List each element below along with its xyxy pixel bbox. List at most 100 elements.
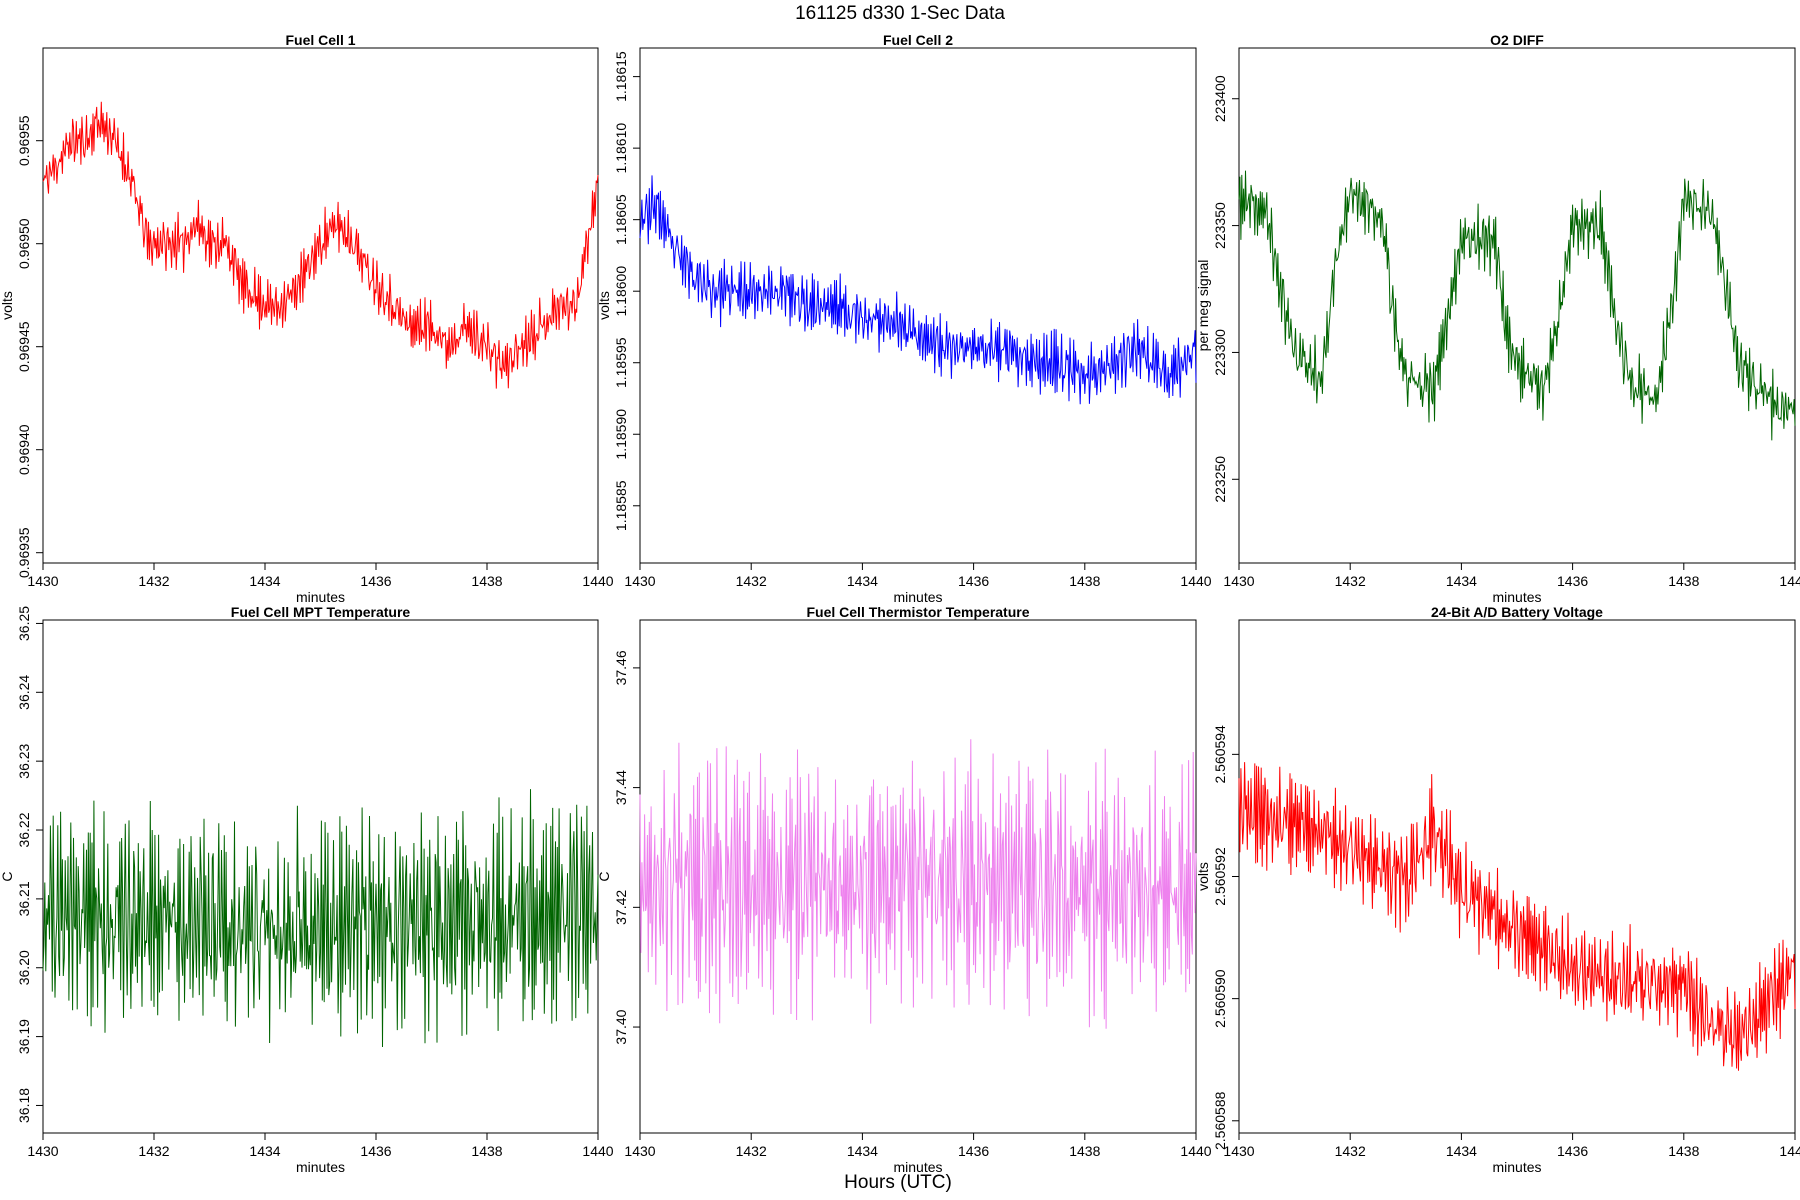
y-tick-label: 1.18605 <box>613 194 629 245</box>
x-tick-label: 1434 <box>847 573 878 589</box>
y-tick-label: 36.23 <box>16 743 32 778</box>
x-tick-label: 1436 <box>360 573 391 589</box>
x-tick-label: 1438 <box>471 573 502 589</box>
y-tick-label: 36.21 <box>16 881 32 916</box>
panel-title: Fuel Cell MPT Temperature <box>231 604 411 620</box>
x-tick-label: 1440 <box>582 573 613 589</box>
y-tick-label: 223350 <box>1212 202 1228 249</box>
x-tick-label: 1438 <box>1069 573 1100 589</box>
main-title: 161125 d330 1-Sec Data <box>795 3 1005 24</box>
y-tick-label: 37.44 <box>613 770 629 805</box>
y-axis-label: volts <box>1195 862 1211 891</box>
x-tick-label: 1434 <box>847 1143 878 1159</box>
panel-4: Fuel Cell MPT Temperature 1430 1432 1434 143… <box>0 604 614 1175</box>
panel-title: Fuel Cell Thermistor Temperature <box>806 604 1029 620</box>
y-tick-label: 37.40 <box>613 1009 629 1044</box>
y-tick-label: 1.18610 <box>613 123 629 174</box>
y-tick-label: 37.46 <box>613 650 629 685</box>
x-tick-label: 1438 <box>471 1143 502 1159</box>
plot-frame <box>1238 47 1796 564</box>
y-tick-label: 37.42 <box>613 890 629 925</box>
y-tick-label: 36.20 <box>16 950 32 985</box>
x-tick-label: 1430 <box>624 1143 655 1159</box>
x-tick-label: 1430 <box>1223 1143 1254 1159</box>
y-tick-label: 0.96955 <box>16 115 32 166</box>
y-tick-label: 36.18 <box>16 1088 32 1123</box>
x-tick-label: 1436 <box>958 573 989 589</box>
y-tick-label: 2.560592 <box>1212 847 1228 906</box>
y-axis-label: volts <box>596 291 612 320</box>
y-tick-label: 36.24 <box>16 675 32 710</box>
panel-title: O2 DIFF <box>1490 32 1544 48</box>
x-tick-label: 1430 <box>624 573 655 589</box>
x-tick-label: 1436 <box>1557 573 1588 589</box>
x-axis-label: minutes <box>296 1159 345 1175</box>
series-line <box>639 175 1197 405</box>
plot-frame <box>42 47 599 564</box>
x-tick-label: 1436 <box>1557 1143 1588 1159</box>
x-tick-label: 1436 <box>958 1143 989 1159</box>
x-tick-label: 1430 <box>27 573 58 589</box>
y-axis-label: per meg signal <box>1195 260 1211 352</box>
plot-frame <box>639 47 1197 564</box>
x-tick-label: 1432 <box>1335 573 1366 589</box>
panel-2: Fuel Cell 2 1430 1432 1434 1436 1438 1440 minut… <box>596 32 1212 605</box>
series-line <box>639 739 1197 1029</box>
x-tick-label: 1440 <box>1779 573 1800 589</box>
series-line <box>1238 170 1796 441</box>
series-line <box>42 101 599 389</box>
x-tick-label: 1434 <box>1446 1143 1477 1159</box>
panel-5: Fuel Cell Thermistor Temperature 1430 1432… <box>596 604 1212 1175</box>
x-tick-label: 1440 <box>582 1143 613 1159</box>
y-tick-label: 0.96940 <box>16 424 32 475</box>
x-tick-label: 1434 <box>249 1143 280 1159</box>
panel-3: O2 DIFF 1430 1432 1434 1436 1438 1440 minutes 22… <box>1195 32 1800 605</box>
x-tick-label: 1430 <box>27 1143 58 1159</box>
x-axis-label: minutes <box>1492 589 1541 605</box>
panel-title: Fuel Cell 2 <box>883 32 953 48</box>
y-tick-label: 1.18600 <box>613 266 629 317</box>
y-tick-label: 223300 <box>1212 329 1228 376</box>
x-tick-label: 1430 <box>1223 573 1254 589</box>
y-tick-label: 36.25 <box>16 606 32 641</box>
panel-6: 24-Bit A/D Battery Voltage 1430 1432 1434 14… <box>1195 604 1800 1175</box>
y-tick-label: 0.96945 <box>16 321 32 372</box>
y-tick-label: 0.96935 <box>16 527 32 578</box>
x-axis-label: minutes <box>893 1159 942 1175</box>
series-line <box>42 789 599 1048</box>
x-tick-label: 1438 <box>1069 1143 1100 1159</box>
x-tick-label: 1436 <box>360 1143 391 1159</box>
y-tick-label: 36.19 <box>16 1019 32 1054</box>
y-tick-label: 0.96950 <box>16 218 32 269</box>
y-tick-label: 223250 <box>1212 456 1228 503</box>
y-axis-label: C <box>596 871 612 881</box>
x-axis-label: minutes <box>296 589 345 605</box>
x-tick-label: 1432 <box>138 1143 169 1159</box>
x-tick-label: 1440 <box>1180 1143 1211 1159</box>
x-tick-label: 1434 <box>249 573 280 589</box>
x-tick-label: 1434 <box>1446 573 1477 589</box>
x-tick-label: 1432 <box>736 1143 767 1159</box>
panel-1: Fuel Cell 1 1430 1432 1434 1436 1438 1440 minut… <box>0 32 614 605</box>
x-tick-label: 1438 <box>1668 573 1699 589</box>
y-axis-label: C <box>0 871 15 881</box>
y-tick-label: 36.22 <box>16 812 32 847</box>
x-tick-label: 1432 <box>1335 1143 1366 1159</box>
x-axis-label: minutes <box>893 589 942 605</box>
x-tick-label: 1440 <box>1779 1143 1800 1159</box>
series-line <box>1238 762 1796 1071</box>
x-tick-label: 1438 <box>1668 1143 1699 1159</box>
x-tick-label: 1432 <box>138 573 169 589</box>
y-tick-label: 2.560594 <box>1212 725 1228 784</box>
y-axis-label: volts <box>0 291 15 320</box>
y-tick-label: 1.18595 <box>613 337 629 388</box>
outer-xlabel: Hours (UTC) <box>844 1172 952 1193</box>
y-tick-label: 1.18590 <box>613 409 629 460</box>
panel-title: Fuel Cell 1 <box>285 32 355 48</box>
y-tick-label: 1.18615 <box>613 51 629 102</box>
x-tick-label: 1440 <box>1180 573 1211 589</box>
panel-title: 24-Bit A/D Battery Voltage <box>1431 604 1603 620</box>
x-tick-label: 1432 <box>736 573 767 589</box>
y-tick-label: 2.560588 <box>1212 1091 1228 1150</box>
